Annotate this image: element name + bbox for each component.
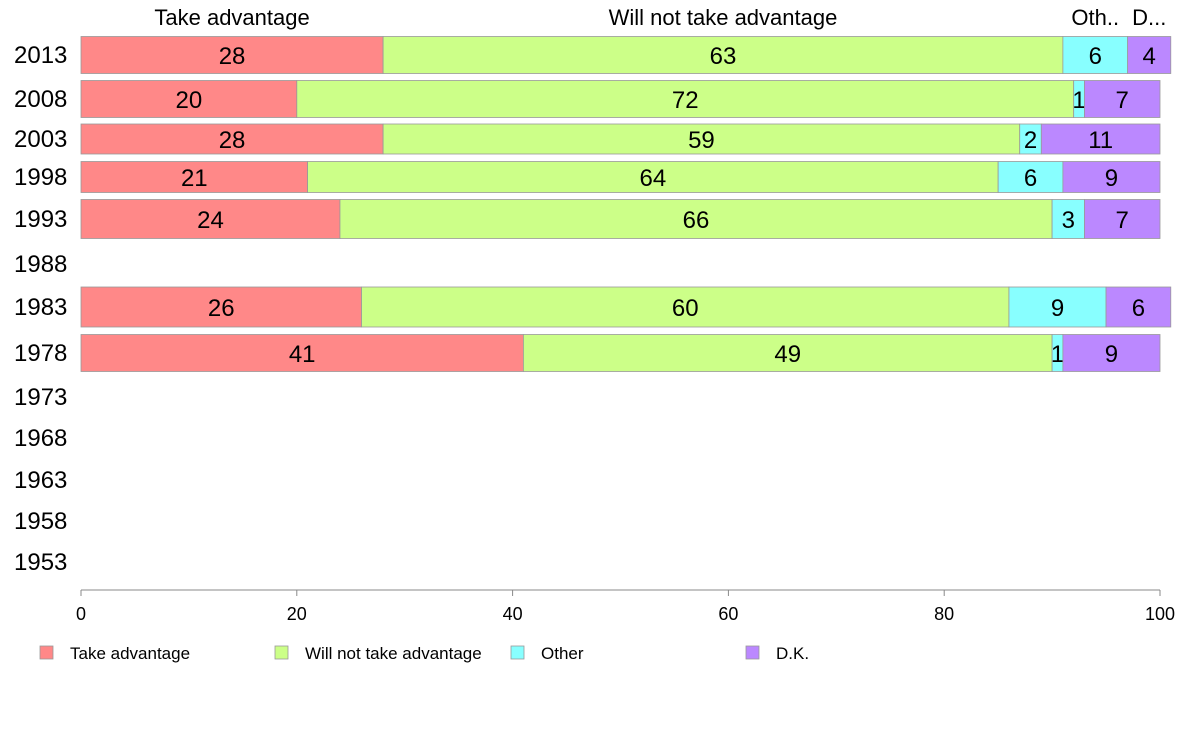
y-axis-label: 1983 xyxy=(14,294,67,321)
y-axis-label: 1988 xyxy=(14,251,67,278)
y-axis-label: 1973 xyxy=(14,384,67,411)
y-axis-label: 2003 xyxy=(14,126,67,153)
bar-value-label: 9 xyxy=(1051,295,1064,322)
legend-label: Will not take advantage xyxy=(305,644,482,663)
bar-segment xyxy=(80,36,384,74)
bar-segment xyxy=(1084,80,1161,118)
bar-segment xyxy=(1040,123,1161,155)
bar-segment xyxy=(1084,199,1161,239)
y-axis-label: 1993 xyxy=(14,206,67,233)
bar-segment xyxy=(1051,199,1085,239)
bar-segment xyxy=(80,334,524,372)
legend-swatch xyxy=(39,645,54,660)
bar-value-label: 6 xyxy=(1132,295,1145,322)
bar-value-label: 1 xyxy=(1051,341,1064,368)
bar-segment xyxy=(1105,286,1172,328)
x-axis-tick-label: 100 xyxy=(1145,604,1175,624)
bar-segment xyxy=(80,286,362,328)
y-axis-label: 1978 xyxy=(14,340,67,367)
bar-value-label: 59 xyxy=(688,127,715,154)
bar-segment xyxy=(1062,36,1129,74)
bar-value-label: 72 xyxy=(672,87,699,114)
bar-value-label: 7 xyxy=(1116,87,1129,114)
bar-value-label: 2 xyxy=(1024,127,1037,154)
y-axis-label: 2008 xyxy=(14,86,67,113)
bar-segment xyxy=(382,123,1021,155)
bar-value-label: 9 xyxy=(1105,341,1118,368)
bar-value-label: 20 xyxy=(176,87,203,114)
bar-segment xyxy=(339,199,1053,239)
y-axis-label: 2013 xyxy=(14,42,67,69)
bar-segment xyxy=(1062,161,1161,193)
legend-label: Other xyxy=(541,644,584,663)
x-axis-tick-label: 60 xyxy=(718,604,738,624)
x-axis-tick-label: 80 xyxy=(934,604,954,624)
column-header: Oth.. xyxy=(1071,5,1119,30)
bar-value-label: 41 xyxy=(289,341,316,368)
x-axis-tick-label: 0 xyxy=(76,604,86,624)
bar-value-label: 66 xyxy=(683,207,710,234)
bar-value-label: 49 xyxy=(774,341,801,368)
bar-value-label: 3 xyxy=(1062,207,1075,234)
x-axis-tick-label: 20 xyxy=(287,604,307,624)
legend-swatch xyxy=(510,645,525,660)
bar-value-label: 4 xyxy=(1143,43,1156,70)
bar-segment xyxy=(382,36,1064,74)
y-axis-label: 1968 xyxy=(14,425,67,452)
bar-value-label: 21 xyxy=(181,165,208,192)
bar-value-label: 1 xyxy=(1072,87,1085,114)
bar-value-label: 60 xyxy=(672,295,699,322)
column-header: Will not take advantage xyxy=(609,5,838,30)
bar-value-label: 6 xyxy=(1024,165,1037,192)
bar-segment xyxy=(307,161,999,193)
bar-segment xyxy=(296,80,1075,118)
bar-segment xyxy=(361,286,1010,328)
y-axis-label: 1958 xyxy=(14,508,67,535)
legend-swatch xyxy=(274,645,289,660)
bar-value-label: 28 xyxy=(219,43,246,70)
bar-segment xyxy=(522,334,1053,372)
y-axis-label: 1963 xyxy=(14,467,67,494)
legend-label: Take advantage xyxy=(70,644,190,663)
bar-segment xyxy=(1062,334,1161,372)
bar-segment xyxy=(80,80,298,118)
y-axis-label: 1998 xyxy=(14,164,67,191)
bar-value-label: 24 xyxy=(197,207,224,234)
bar-value-label: 28 xyxy=(219,127,246,154)
bar-value-label: 64 xyxy=(640,165,667,192)
x-axis-tick-label: 40 xyxy=(503,604,523,624)
bar-segment xyxy=(80,123,384,155)
bar-segment xyxy=(80,161,308,193)
bar-value-label: 6 xyxy=(1089,43,1102,70)
bar-segment xyxy=(80,199,341,239)
bar-value-label: 63 xyxy=(710,43,737,70)
legend-swatch xyxy=(745,645,760,660)
column-header: Take advantage xyxy=(154,5,309,30)
legend-label: D.K. xyxy=(776,644,809,663)
column-header: D... xyxy=(1132,5,1166,30)
bar-value-label: 11 xyxy=(1088,127,1113,154)
bar-value-label: 26 xyxy=(208,295,235,322)
y-axis-label: 1953 xyxy=(14,549,67,576)
bar-segment xyxy=(1127,36,1172,74)
bar-value-label: 7 xyxy=(1116,207,1129,234)
bar-value-label: 9 xyxy=(1105,165,1118,192)
